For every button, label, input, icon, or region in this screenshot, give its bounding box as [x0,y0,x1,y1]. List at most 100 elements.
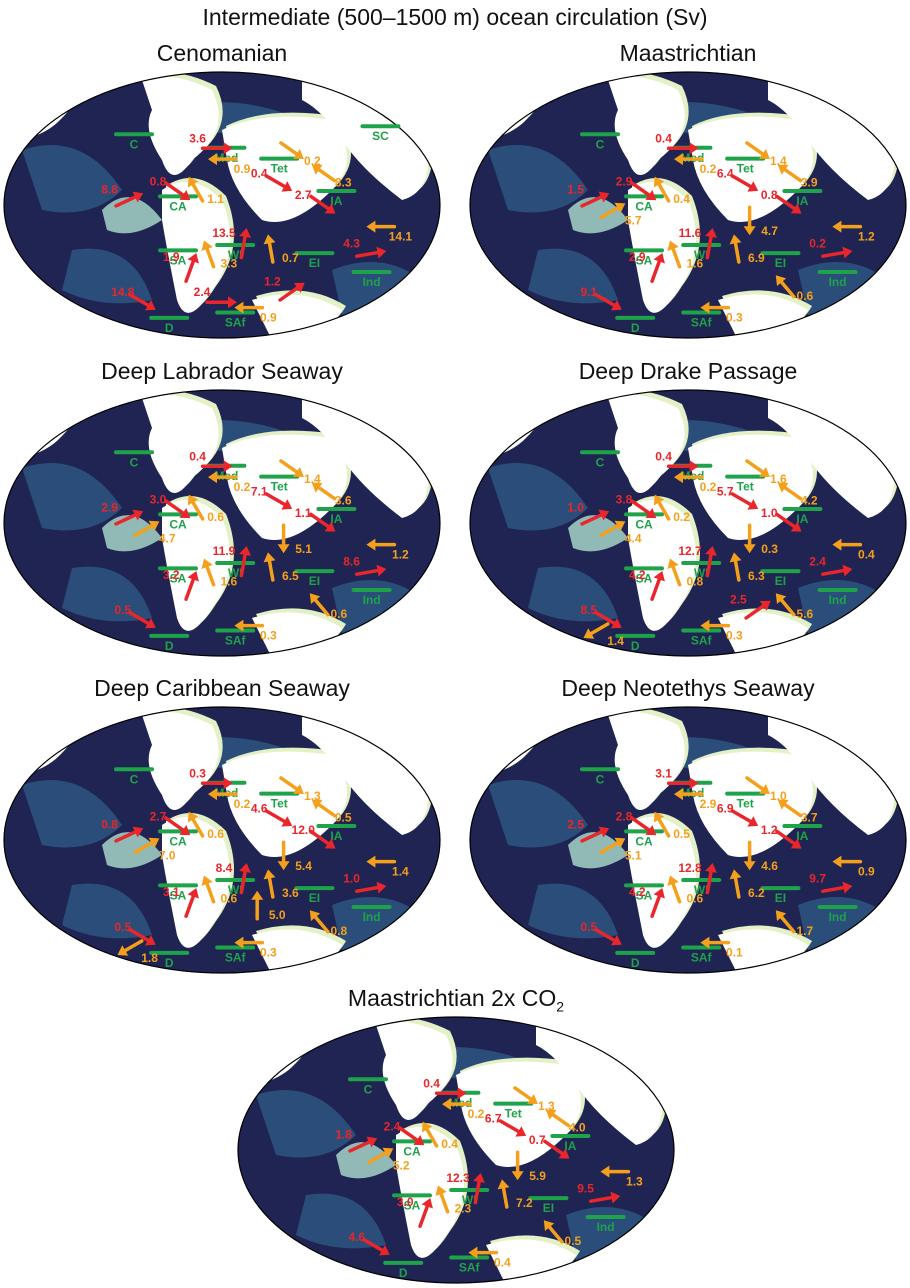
transport-arrow-orange [743,523,756,554]
transport-value-orange: 6.5 [282,569,299,583]
transport-arrow-orange [743,205,756,236]
transport-value-orange: 0.2 [468,1107,485,1121]
landmass [142,76,219,175]
transport-arrow-orange [309,593,330,617]
gateway-label: Tet [737,480,754,494]
transport-value-orange: 0.3 [726,629,743,643]
transport-arrow-orange [777,164,803,183]
transport-value-orange: 3.6 [282,886,299,900]
gateway-label: WI [228,248,243,262]
transport-arrow-red [128,292,156,311]
transport-arrow-red [434,1087,467,1100]
transport-value-orange: 3.9 [801,176,818,190]
transport-value-orange: 8.3 [335,176,352,190]
transport-value-orange: 0.1 [726,946,743,960]
gateway-label: SA [636,253,653,267]
panel-title: Maastrichtian [619,40,757,66]
gateway-label: CA [635,834,653,848]
transport-arrow-red [264,492,293,510]
transport-arrow-red [666,142,699,155]
map-outline [3,389,441,657]
transport-arrow-orange [497,1179,510,1209]
transport-value-red: 0.4 [655,449,672,463]
transport-arrow-orange [700,301,731,314]
transport-value-red: 11.6 [679,226,702,240]
gateway-label: EI [309,256,320,270]
landmass [222,751,347,857]
gateway-label: CA [169,517,187,531]
panel-title: Maastrichtian 2x CO2 [347,985,565,1015]
transport-arrow-orange [653,811,671,838]
transport-arrow-orange [729,552,742,582]
transport-value-orange: 0.5 [564,1234,581,1248]
transport-value-orange: 6.9 [748,251,765,265]
transport-value-red: 8.6 [343,555,360,569]
transport-value-orange: 0.5 [335,811,352,825]
landmass [688,751,813,857]
transport-arrow-orange [775,593,796,617]
transport-value-orange: 4.0 [569,1121,586,1135]
transport-arrow-orange [674,471,704,484]
gateway-label: Tet [271,162,288,176]
transport-value-orange: 1.3 [304,789,321,803]
transport-arrow-red [355,881,387,894]
transport-arrow-red [775,829,802,849]
transport-arrow-orange [263,552,276,582]
transport-arrow-red [200,777,233,790]
transport-arrow-red [355,564,387,577]
transport-value-orange: 0.5 [673,827,690,841]
transport-arrow-red [200,460,233,473]
gateway-label: Ind [363,275,381,289]
transport-value-red: 2.5 [567,818,584,832]
transport-value-orange: 5.1 [625,848,642,862]
gateway-label: Ind [363,593,381,607]
transport-arrow-red [744,600,771,620]
transport-arrow-red [184,571,199,601]
gateway-label: CA [403,1144,421,1158]
transport-value-orange: 0.6 [207,827,224,841]
transport-value-orange: 1.7 [796,924,813,938]
transport-value-red: 1.5 [567,183,584,197]
transport-arrow-red [775,194,802,214]
transport-value-red: 3.1 [655,766,672,780]
transport-value-orange: 0.8 [686,575,703,589]
transport-value-orange: 0.4 [494,1256,511,1270]
gateway-label: EI [775,891,786,905]
transport-arrow-orange [421,1121,439,1148]
transport-value-red: 3.2 [163,568,180,582]
transport-arrow-orange [777,482,803,501]
transport-value-orange: 4.2 [801,494,818,508]
transport-value-orange: 0.3 [260,629,277,643]
transport-arrow-orange [653,494,671,521]
transport-arrow-orange [208,788,238,801]
transport-arrow-red [730,809,759,827]
transport-value-orange: 0.2 [234,480,251,494]
transport-arrow-orange [442,1098,472,1111]
panel-title: Cenomanian [156,40,288,66]
transport-value-orange: 1.4 [392,865,409,879]
transport-arrow-orange [208,153,238,166]
gateway-label: D [165,956,174,970]
landmass [222,116,347,222]
gateway-label: SAf [225,951,247,965]
gateway-label: D [631,639,640,653]
transport-value-orange: 6.2 [748,886,765,900]
transport-value-orange: 0.6 [207,510,224,524]
transport-arrow-orange [513,1086,538,1105]
panel-title: Deep Neotethys Seaway [561,675,815,701]
transport-arrow-orange [201,875,216,904]
landmass [162,182,230,313]
transport-arrow-red [705,546,717,578]
transport-value-orange: 4.6 [761,859,778,873]
transport-value-orange: 3.6 [335,494,352,508]
transport-value-red: 6.9 [717,801,734,815]
transport-value-orange: 0.2 [234,797,251,811]
transport-arrow-orange [187,494,205,521]
transport-value-red: 4.3 [343,237,360,251]
transport-value-orange: 14.1 [389,230,413,244]
transport-value-red: 1.0 [567,501,584,515]
gateway-label: C [130,772,139,786]
transport-value-red: 2.4 [809,555,826,569]
transport-value-red: 0.2 [809,237,826,251]
landmass [142,394,219,493]
